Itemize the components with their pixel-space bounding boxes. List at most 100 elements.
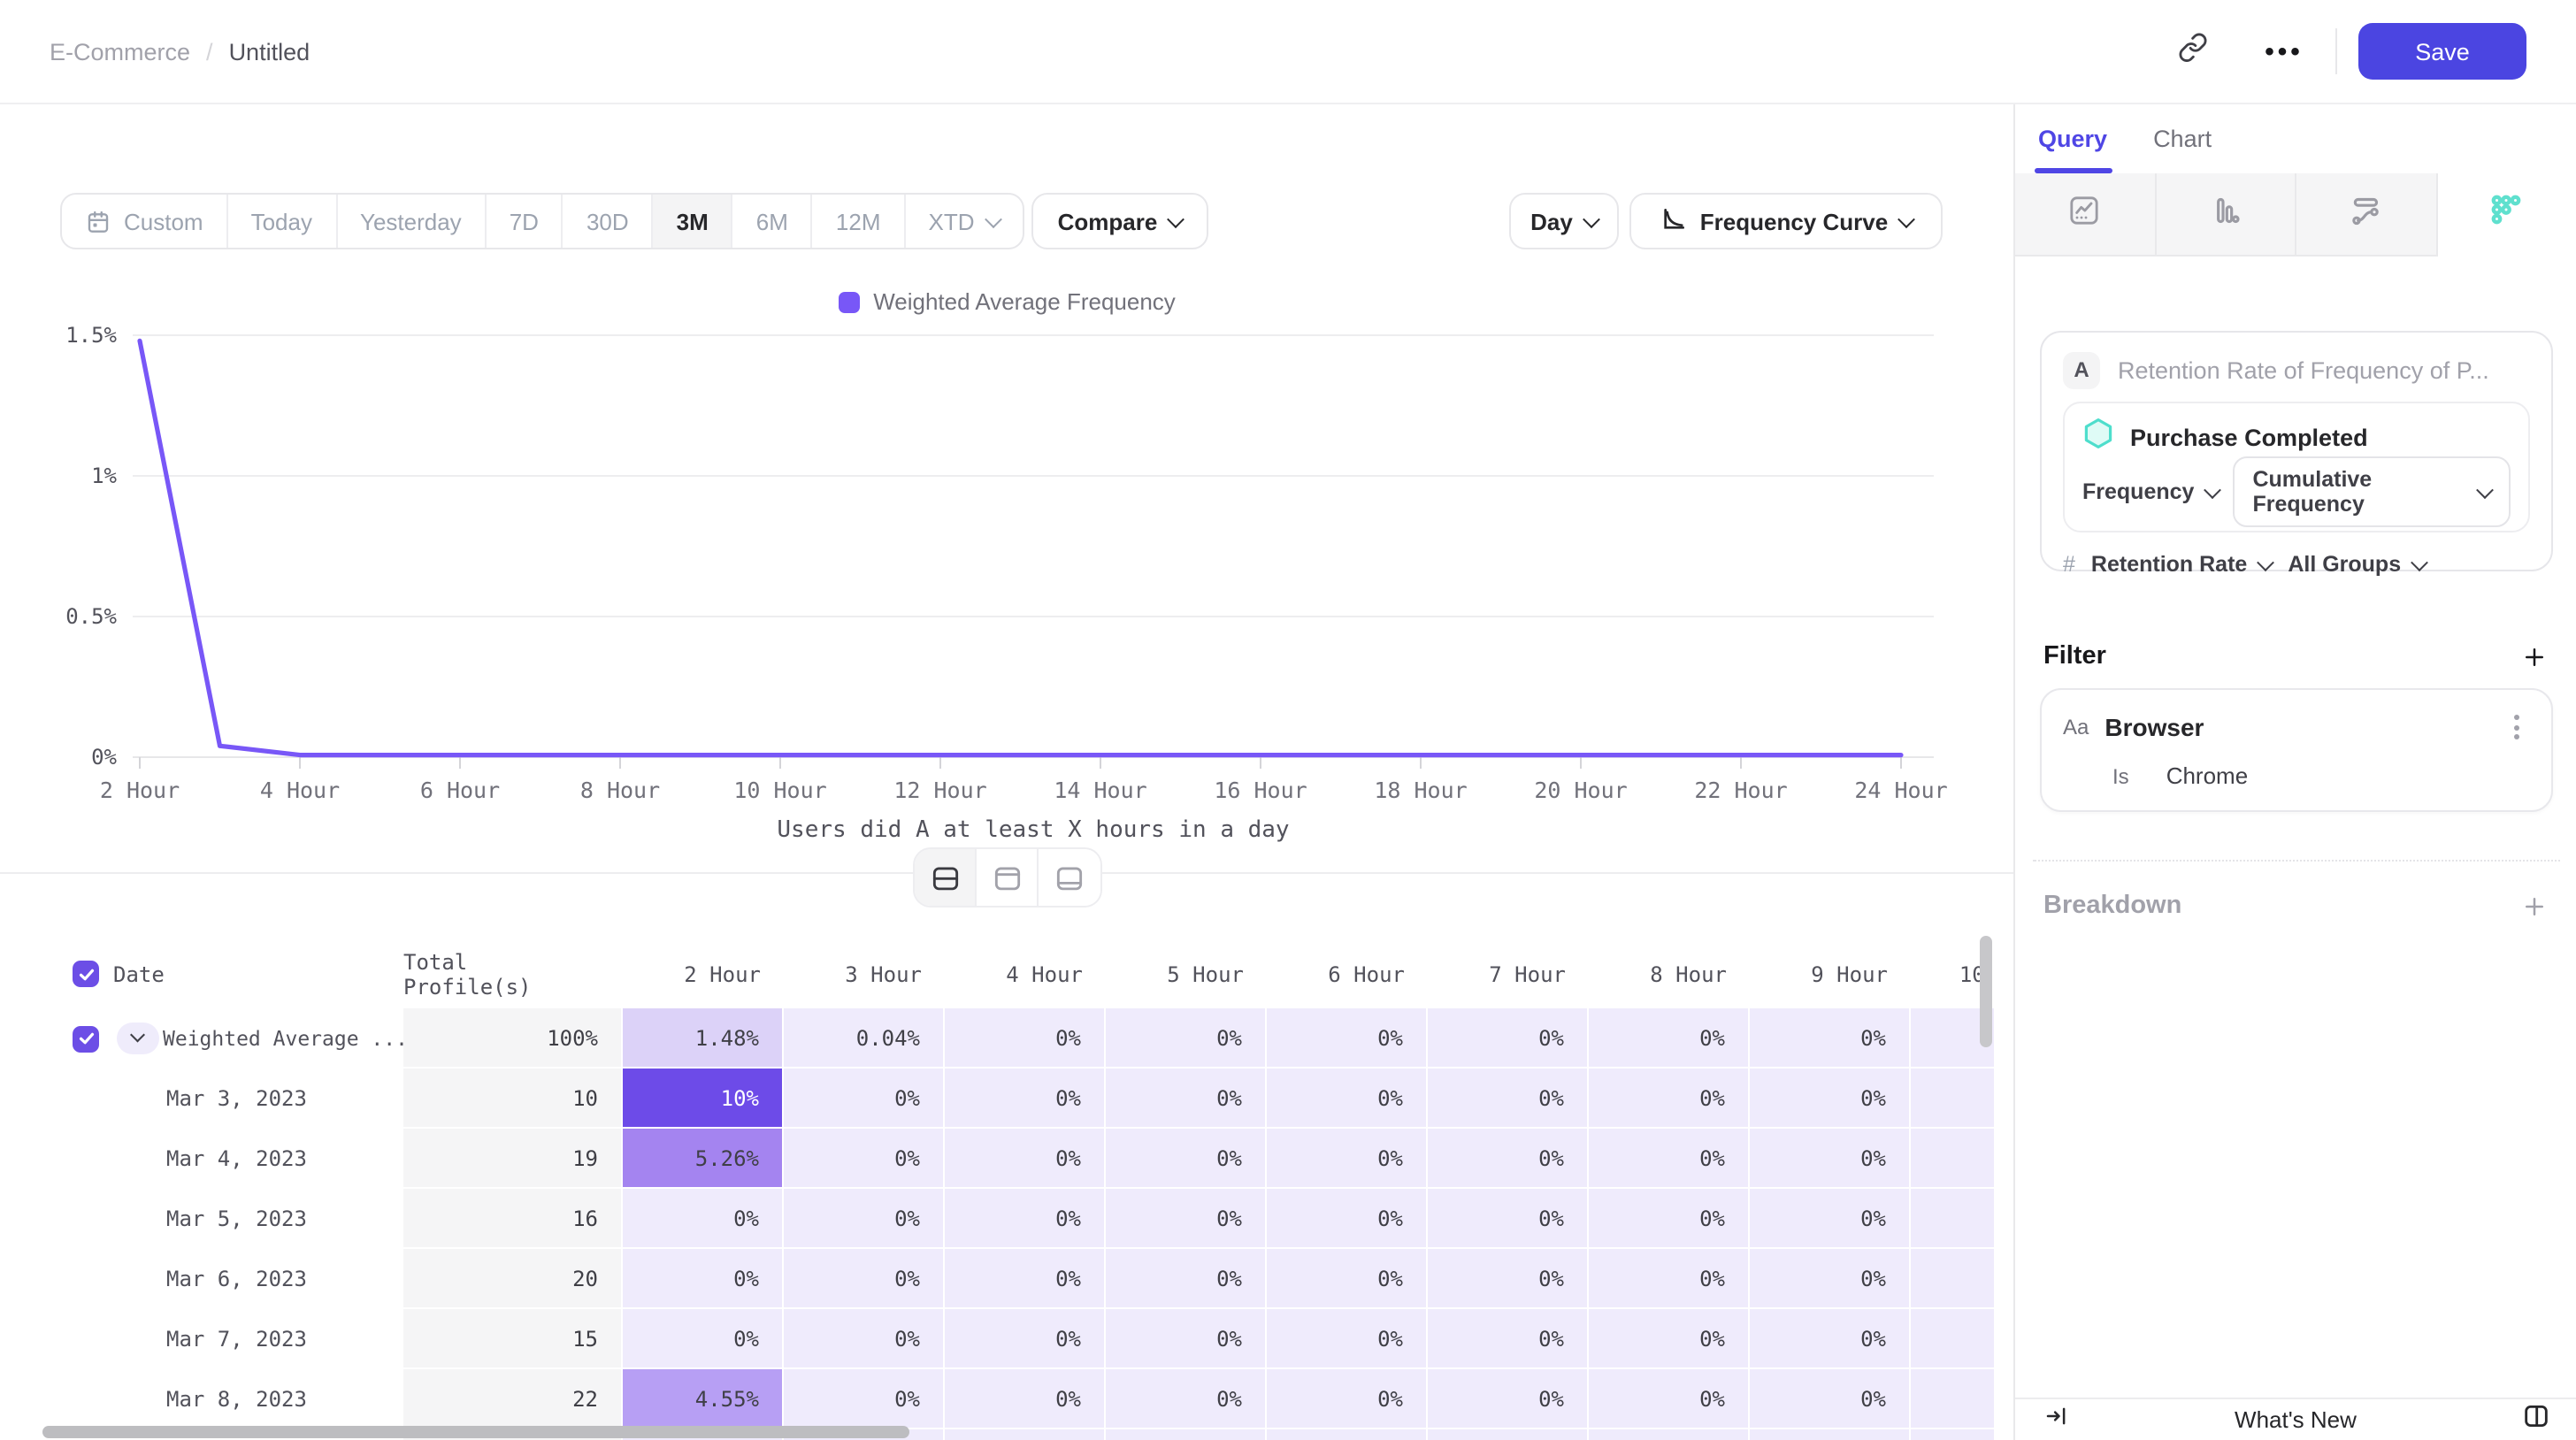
- chart-type-flow[interactable]: [2296, 173, 2437, 257]
- event-name[interactable]: Purchase Completed: [2130, 424, 2368, 450]
- heat-cell[interactable]: [945, 1429, 1106, 1440]
- heat-cell[interactable]: 0%: [945, 1129, 1106, 1189]
- column-header-total[interactable]: Total Profile(s): [403, 941, 623, 1008]
- range-button-custom[interactable]: Custom: [62, 195, 228, 248]
- heat-cell[interactable]: [1911, 1429, 1994, 1440]
- column-header[interactable]: 3 Hour: [784, 941, 945, 1008]
- tab-chart[interactable]: Chart: [2153, 126, 2212, 152]
- heat-cell[interactable]: 0%: [1428, 1069, 1589, 1129]
- add-filter-button[interactable]: [2518, 640, 2549, 672]
- heat-cell[interactable]: 0%: [1589, 1129, 1750, 1189]
- heat-cell[interactable]: 0%: [1911, 1189, 1994, 1249]
- heat-cell[interactable]: 0%: [1911, 1309, 1994, 1369]
- heat-cell[interactable]: 0%: [1911, 1069, 1994, 1129]
- heat-cell[interactable]: 0%: [1106, 1008, 1267, 1069]
- heat-cell[interactable]: 0%: [1911, 1249, 1994, 1309]
- heat-cell[interactable]: 0%: [1589, 1189, 1750, 1249]
- tab-query[interactable]: Query: [2034, 104, 2113, 173]
- layout-table-only-button[interactable]: [1039, 849, 1100, 906]
- heat-cell[interactable]: 0%: [784, 1309, 945, 1369]
- heat-cell[interactable]: 0%: [1589, 1069, 1750, 1129]
- heat-cell[interactable]: 0%: [1750, 1069, 1911, 1129]
- heat-cell[interactable]: 0%: [945, 1189, 1106, 1249]
- heat-cell[interactable]: 0%: [945, 1069, 1106, 1129]
- column-header[interactable]: 5 Hour: [1106, 941, 1267, 1008]
- granularity-dropdown[interactable]: Day: [1509, 193, 1619, 249]
- share-link-button[interactable]: [2166, 25, 2219, 78]
- heat-cell[interactable]: 0%: [1911, 1369, 1994, 1429]
- row-checkbox[interactable]: [73, 1025, 99, 1052]
- heat-cell[interactable]: [1106, 1429, 1267, 1440]
- table-horizontal-scrollbar[interactable]: [42, 1426, 909, 1438]
- filter-value[interactable]: Chrome: [2166, 762, 2249, 789]
- heat-cell[interactable]: 0%: [784, 1249, 945, 1309]
- chart-type-frequency[interactable]: [2437, 173, 2576, 257]
- column-header[interactable]: 6 Hour: [1267, 941, 1428, 1008]
- heat-cell[interactable]: 0%: [1428, 1309, 1589, 1369]
- range-button-yesterday[interactable]: Yesterday: [337, 195, 487, 248]
- range-button-today[interactable]: Today: [228, 195, 337, 248]
- heat-cell[interactable]: 0%: [1589, 1008, 1750, 1069]
- layout-chart-only-button[interactable]: [977, 849, 1039, 906]
- heat-cell[interactable]: 0%: [1428, 1189, 1589, 1249]
- heat-cell[interactable]: 0%: [1267, 1249, 1428, 1309]
- heat-cell[interactable]: 0%: [623, 1309, 784, 1369]
- heat-cell[interactable]: 0%: [1106, 1129, 1267, 1189]
- range-button-xtd[interactable]: XTD: [906, 195, 1023, 248]
- heat-cell[interactable]: 0.04%: [784, 1008, 945, 1069]
- column-header[interactable]: 2 Hour: [623, 941, 784, 1008]
- view-type-dropdown[interactable]: Frequency Curve: [1629, 193, 1943, 249]
- heat-cell[interactable]: 0%: [1589, 1249, 1750, 1309]
- heat-cell[interactable]: 0%: [945, 1249, 1106, 1309]
- heat-cell[interactable]: 0%: [784, 1069, 945, 1129]
- heat-cell[interactable]: [1750, 1429, 1911, 1440]
- breadcrumb-report-title[interactable]: Untitled: [228, 38, 310, 65]
- range-button-12m[interactable]: 12M: [813, 195, 906, 248]
- heat-cell[interactable]: 0%: [1106, 1189, 1267, 1249]
- range-button-6m[interactable]: 6M: [733, 195, 813, 248]
- heat-cell[interactable]: 4.55%: [623, 1369, 784, 1429]
- heat-cell[interactable]: 0%: [945, 1309, 1106, 1369]
- heat-cell[interactable]: 0%: [1750, 1129, 1911, 1189]
- heat-cell[interactable]: 0%: [1267, 1129, 1428, 1189]
- layout-columns-button[interactable]: [2518, 1402, 2553, 1437]
- filter-kebab-menu[interactable]: [2502, 715, 2530, 739]
- heat-cell[interactable]: 0%: [1267, 1189, 1428, 1249]
- heat-cell[interactable]: 0%: [1750, 1249, 1911, 1309]
- heat-cell[interactable]: 0%: [1589, 1369, 1750, 1429]
- heat-cell[interactable]: 5.26%: [623, 1129, 784, 1189]
- series-title[interactable]: Retention Rate of Frequency of P...: [2118, 356, 2489, 383]
- heat-cell[interactable]: [1267, 1429, 1428, 1440]
- filter-operator[interactable]: Is: [2112, 763, 2129, 788]
- range-button-30d[interactable]: 30D: [564, 195, 654, 248]
- heat-cell[interactable]: 10%: [623, 1069, 784, 1129]
- row-expander[interactable]: [117, 1023, 159, 1054]
- heat-cell[interactable]: 0%: [1428, 1129, 1589, 1189]
- heat-cell[interactable]: 0%: [1428, 1249, 1589, 1309]
- add-breakdown-button[interactable]: [2518, 890, 2549, 922]
- compare-button[interactable]: Compare: [1031, 193, 1208, 249]
- heat-cell[interactable]: 0%: [784, 1129, 945, 1189]
- collapse-panel-button[interactable]: [2038, 1402, 2074, 1437]
- heat-cell[interactable]: 0%: [1267, 1008, 1428, 1069]
- heat-cell[interactable]: 0%: [1267, 1309, 1428, 1369]
- heat-cell[interactable]: 0%: [1750, 1309, 1911, 1369]
- heat-cell[interactable]: 0%: [1106, 1309, 1267, 1369]
- heat-cell[interactable]: 0%: [1911, 1129, 1994, 1189]
- column-header[interactable]: 9 Hour: [1750, 941, 1911, 1008]
- whats-new-link[interactable]: What's New: [2235, 1406, 2357, 1433]
- aggregation-dropdown[interactable]: Retention Rate: [2091, 552, 2275, 577]
- frequency-curve-chart[interactable]: 1.5% 1% 0.5% 0% 2 Hour 4 Hour 6 Hour 8 Hour 10 H…: [0, 318, 2013, 849]
- heat-cell[interactable]: 0%: [1106, 1249, 1267, 1309]
- column-header[interactable]: 4 Hour: [945, 941, 1106, 1008]
- heat-cell[interactable]: 1.48%: [623, 1008, 784, 1069]
- column-header[interactable]: 7 Hour: [1428, 941, 1589, 1008]
- chart-type-bar[interactable]: [2156, 173, 2296, 257]
- heat-cell[interactable]: 0%: [1750, 1008, 1911, 1069]
- more-menu-button[interactable]: •••: [2258, 25, 2311, 78]
- heat-cell[interactable]: 0%: [945, 1008, 1106, 1069]
- select-all-checkbox[interactable]: [73, 961, 99, 987]
- heat-cell[interactable]: 0%: [1267, 1369, 1428, 1429]
- filter-property[interactable]: Browser: [2104, 713, 2204, 741]
- heat-cell[interactable]: 0%: [784, 1369, 945, 1429]
